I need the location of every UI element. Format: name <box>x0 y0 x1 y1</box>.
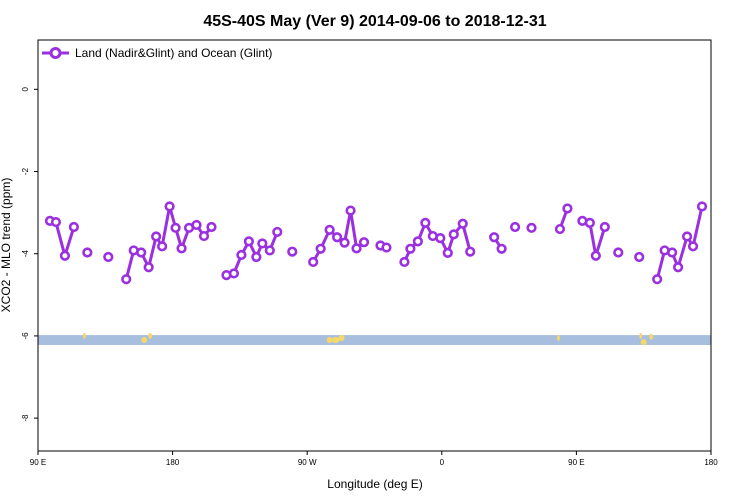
data-point <box>672 262 684 273</box>
data-point <box>332 232 343 243</box>
data-point <box>324 224 335 235</box>
data-point <box>590 250 601 261</box>
data-point <box>50 216 62 228</box>
data-point <box>345 205 356 216</box>
legend-label: Land (Nadir&Glint) and Ocean (Glint) <box>75 46 272 60</box>
legend: Land (Nadir&Glint) and Ocean (Glint) <box>42 46 272 60</box>
data-point <box>198 230 210 242</box>
data-point <box>272 226 283 238</box>
data-point <box>457 218 468 229</box>
land-patch <box>338 334 345 341</box>
land-patch <box>639 332 643 339</box>
land-patch <box>82 332 86 339</box>
plot-area <box>38 201 711 346</box>
y-tick-label: -4 <box>21 250 30 258</box>
data-point <box>243 236 254 247</box>
data-point <box>442 247 453 258</box>
data-point <box>170 222 181 233</box>
data-point <box>103 251 114 263</box>
data-point <box>667 247 678 258</box>
legend-marker <box>49 47 62 59</box>
axes: 90 E 180 90 W 0 90 E 180 0 -2 -4 -6 -8 <box>21 39 718 467</box>
data-point <box>82 247 93 258</box>
data-point <box>287 246 298 257</box>
data-point <box>634 251 645 263</box>
y-tick-label: 0 <box>21 87 30 92</box>
data-point <box>489 232 500 243</box>
y-tick-label: -8 <box>21 414 30 422</box>
data-point <box>264 245 275 256</box>
x-tick-label: 90 W <box>298 458 317 467</box>
x-tick-label: 180 <box>166 458 180 467</box>
data-point <box>68 221 79 233</box>
data-point <box>236 249 247 261</box>
data-point <box>562 203 573 214</box>
data-point <box>599 221 610 233</box>
land-patch <box>141 337 148 344</box>
data-point <box>687 241 699 252</box>
data-point <box>496 243 507 254</box>
data-point <box>164 201 175 212</box>
data-point <box>448 229 459 240</box>
data-point <box>351 243 362 254</box>
data-point <box>465 246 476 257</box>
land-patch <box>331 337 340 344</box>
data-point <box>228 268 240 279</box>
land-patch <box>640 339 647 346</box>
y-axis-label: XCO2 - MLO trend (ppm) <box>0 178 13 313</box>
data-point <box>435 233 446 244</box>
data-point <box>136 247 147 258</box>
land-patch <box>556 334 560 341</box>
data-point <box>554 223 566 235</box>
plot-frame <box>37 39 712 452</box>
land-patch <box>649 333 654 340</box>
land-patch <box>326 337 333 344</box>
data-point <box>59 250 71 261</box>
x-tick-label: 180 <box>704 458 718 467</box>
data-point <box>121 274 132 285</box>
data-point <box>176 243 187 254</box>
data-point <box>206 221 217 233</box>
data-point <box>652 274 663 285</box>
data-point <box>613 247 624 258</box>
land-patch <box>148 332 153 339</box>
data-point <box>157 241 168 252</box>
data-point <box>696 201 708 212</box>
data-point <box>526 222 537 233</box>
x-tick-label: 90 E <box>30 458 46 467</box>
series-line <box>124 205 213 280</box>
data-point <box>420 217 431 228</box>
data-point <box>339 237 350 248</box>
data-point <box>251 251 262 263</box>
x-tick-label: 90 E <box>568 458 584 467</box>
ocean-strip <box>38 335 711 345</box>
data-point <box>412 236 423 247</box>
data-point <box>381 242 392 253</box>
data-point <box>315 243 326 254</box>
data-point <box>509 221 521 233</box>
y-tick-label: -6 <box>21 332 30 340</box>
chart-title: 45S-40S May (Ver 9) 2014-09-06 to 2018-1… <box>203 13 546 30</box>
data-point <box>143 262 154 273</box>
data-point <box>358 237 370 248</box>
data-point <box>257 238 268 249</box>
data-point <box>191 219 202 231</box>
x-axis-label: Longitude (deg E) <box>327 477 422 491</box>
data-point <box>151 231 162 242</box>
data-point <box>308 256 319 268</box>
data-point <box>399 256 410 268</box>
data-point <box>584 217 595 228</box>
data-point <box>681 231 693 242</box>
data-point <box>405 243 416 254</box>
y-tick-label: -2 <box>21 167 30 175</box>
x-tick-label: 0 <box>440 458 445 467</box>
